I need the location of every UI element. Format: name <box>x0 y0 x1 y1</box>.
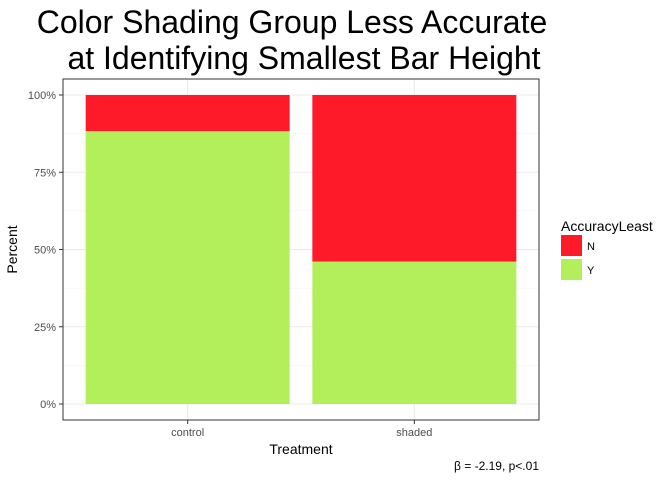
caption: β = -2.19, p<.01 <box>454 459 539 473</box>
legend-title: AccuracyLeast <box>561 218 653 234</box>
x-axis: control shaded <box>171 420 432 439</box>
legend: NY <box>561 235 595 280</box>
bar-shaded-N <box>312 95 517 262</box>
legend-label-Y: Y <box>587 265 595 277</box>
y-tick-label: 75% <box>34 167 56 179</box>
x-tick-label: shaded <box>396 427 432 439</box>
y-tick-label: 25% <box>34 322 56 334</box>
chart-title-line-1: Color Shading Group Less Accurate <box>37 4 548 40</box>
bar-control-Y <box>85 131 290 404</box>
y-axis: 0% 25% 50% 75% 100% <box>28 90 63 411</box>
bar-shaded-Y <box>312 261 517 404</box>
bar-control-N <box>85 95 290 132</box>
chart-title-line-2: at Identifying Smallest Bar Height <box>67 40 540 76</box>
y-tick-label: 0% <box>40 399 56 411</box>
x-axis-title: Treatment <box>269 441 332 457</box>
x-tick-label: control <box>171 427 204 439</box>
legend-label-N: N <box>587 241 595 253</box>
y-tick-label: 100% <box>28 90 56 102</box>
bars <box>85 95 517 404</box>
legend-key-N <box>561 235 582 256</box>
y-tick-label: 50% <box>34 245 56 257</box>
legend-key-Y <box>561 259 582 280</box>
y-axis-title: Percent <box>4 225 20 273</box>
